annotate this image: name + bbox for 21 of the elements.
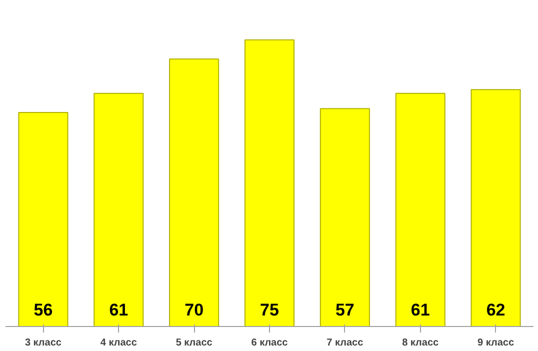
bar [169,58,220,326]
bar [18,112,68,326]
x-tick-label: 6 класс [251,338,288,348]
x-tick-label: 5 класс [176,338,213,348]
x-tick-label: 3 класс [24,338,62,348]
data-label: 57 [335,300,354,320]
bar [244,39,295,326]
data-label: 61 [109,300,128,320]
data-label: 70 [184,300,204,320]
data-label: 61 [410,300,430,320]
bar [395,92,446,326]
data-label: 75 [260,300,279,320]
x-tick-label: 9 класс [478,338,514,348]
x-tick-label: 8 класс [402,338,440,348]
data-label: 56 [34,300,53,320]
data-label: 62 [486,300,506,320]
x-tick-label: 4 класс [100,338,138,348]
x-tick-label: 7 класс [326,338,364,348]
bar [470,89,521,326]
bar [94,92,144,326]
bar [320,108,370,326]
